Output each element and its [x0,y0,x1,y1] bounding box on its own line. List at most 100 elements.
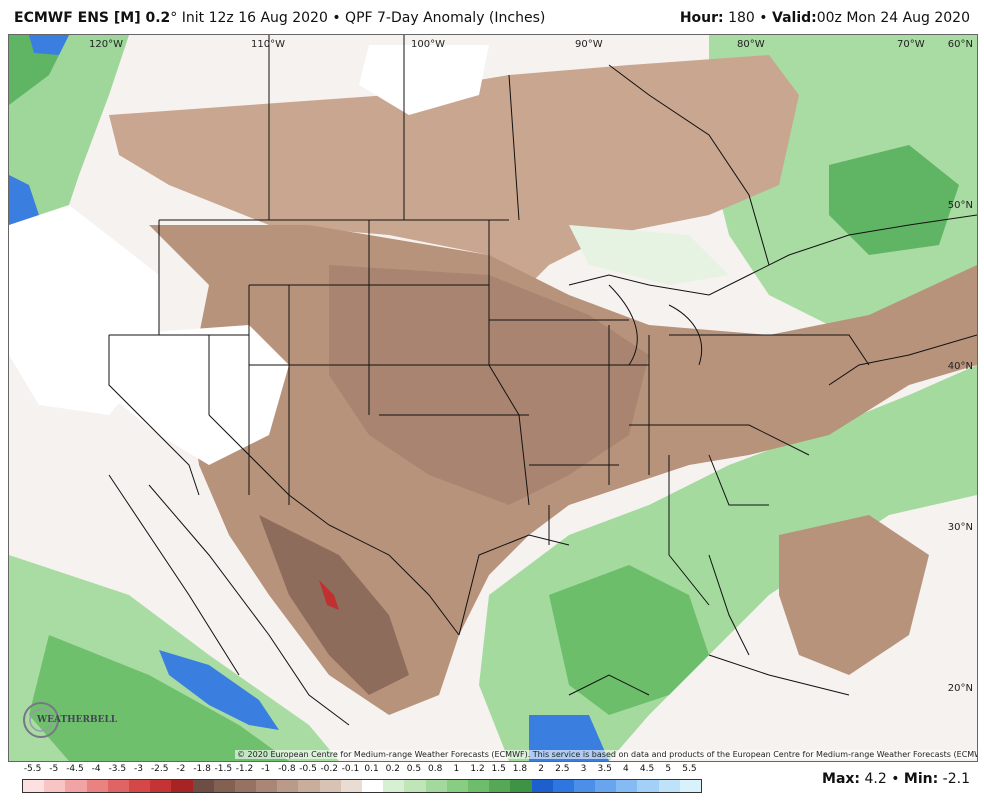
model-name: ECMWF ENS [M] 0.2 [14,10,171,26]
brown-region [329,265,649,505]
legend-color-cell [319,780,341,792]
hour-label: Hour: [679,10,724,26]
legend-color-cell [213,780,235,792]
legend-color-cell [86,780,108,792]
legend-color-cell [510,780,532,792]
legend-tick-label: -0.5 [299,764,317,774]
legend-tick-label: 1.2 [470,764,485,774]
separator: • [759,10,768,26]
red-region [319,580,339,610]
legend-color-cell [467,780,490,792]
longitude-label: 110°W [251,39,285,50]
legend-color-cell [107,780,129,792]
legend-color-cell [383,780,405,792]
legend-color-cell [404,780,426,792]
max-min-stats: Max: 4.2 • Min: -2.1 [822,771,970,787]
legend-color-cell [256,780,278,792]
legend-color-cell [425,780,447,792]
brown-region [779,515,929,675]
forecast-time: Hour: 180 • Valid:00z Mon 24 Aug 2020 [680,10,970,26]
legend-tick-label: 1.8 [512,764,528,774]
neutral-region [359,45,489,115]
legend-color-cell [658,780,680,792]
blue-region [529,715,609,761]
legend-tick-label: 2.5 [555,764,570,774]
legend-tick-label: 4.5 [639,764,655,774]
legend-tick-label: -2.5 [150,764,169,774]
legend-color-cell [128,780,151,792]
legend-color-cell [65,780,87,792]
legend-color-cell [362,780,384,792]
hour-value: 180 [728,10,755,26]
boundary-lines [108,35,977,726]
separator: • [332,10,341,26]
blue-region [159,650,279,730]
title: ECMWF ENS [M] 0.2° Init 12z 16 Aug 2020 … [14,10,545,26]
legend-tick-label: 1 [453,764,460,774]
legend-color-cell [616,780,638,792]
legend-color-cell [171,780,193,792]
legend-tick-label: -1 [261,764,271,774]
degree-symbol: ° [170,10,178,26]
legend-color-cell [23,780,45,792]
legend-color-cell [595,780,617,792]
legend-color-cell [192,780,214,792]
longitude-label: 100°W [411,39,445,50]
separator: • [891,771,900,787]
latitude-label: 50°N [947,200,973,211]
legend-color-cell [277,780,299,792]
legend-color-cell [44,780,66,792]
legend-tick-label: -1.5 [214,764,233,774]
legend-color-cell [637,780,659,792]
legend-tick-label: -3 [134,764,144,774]
min-value: -2.1 [942,771,970,787]
legend-tick-label: -1.2 [235,764,254,774]
legend-tick-label: -5 [49,764,59,774]
precipitation-anomaly-map: 120°W 110°W 100°W 90°W 80°W 70°W 60°N 50… [8,34,978,762]
latitude-label: 40°N [947,361,973,372]
legend-color-cell [150,780,172,792]
weatherbell-logo [23,702,59,738]
min-label: Min: [903,771,939,787]
longitude-label: 70°W [897,39,925,50]
green-region [29,635,289,761]
valid-label: Valid: [772,10,817,26]
brown-region [109,55,799,285]
legend-tick-label: 3.5 [597,764,612,774]
legend-color-bar [22,779,702,793]
legend-tick-label: -0.8 [278,764,296,774]
legend-color-cell [679,780,701,792]
legend-color-cell [234,780,257,792]
neutral-region [569,225,729,285]
latitude-label: 60°N [947,39,973,50]
init-time: Init 12z 16 Aug 2020 [181,10,328,26]
legend-tick-label: 0.2 [385,764,400,774]
legend-tick-label: -2 [176,764,186,774]
map-canvas [9,35,977,761]
longitude-label: 90°W [575,39,603,50]
legend-tick-label: 1.5 [491,764,506,774]
legend-tick-label: -3.5 [108,764,127,774]
legend-tick-label: -0.1 [341,764,360,774]
max-value: 4.2 [864,771,887,787]
legend-tick-label: -0.2 [320,764,338,774]
legend-color-cell [552,780,574,792]
longitude-label: 80°W [737,39,765,50]
copyright-credit: © 2020 European Centre for Medium-range … [235,750,977,759]
logo-text: WEATHERBELL [37,715,118,725]
legend-color-cell [531,780,553,792]
legend-tick-label: -4 [91,764,101,774]
legend-tick-label: 0.1 [364,764,379,774]
legend-tick-label: 2 [538,764,544,774]
longitude-label: 120°W [89,39,123,50]
legend-tick-label: -1.8 [193,764,211,774]
legend-color-cell [298,780,320,792]
header: ECMWF ENS [M] 0.2° Init 12z 16 Aug 2020 … [0,0,984,34]
valid-value: 00z Mon 24 Aug 2020 [816,10,970,26]
legend-tick-label: 0.8 [427,764,443,774]
legend-tick-label: -5.5 [23,764,42,774]
legend-tick-label: 0.5 [406,764,422,774]
legend-tick-label: 3 [580,764,587,774]
max-label: Max: [822,771,861,787]
blue-region [29,35,69,55]
